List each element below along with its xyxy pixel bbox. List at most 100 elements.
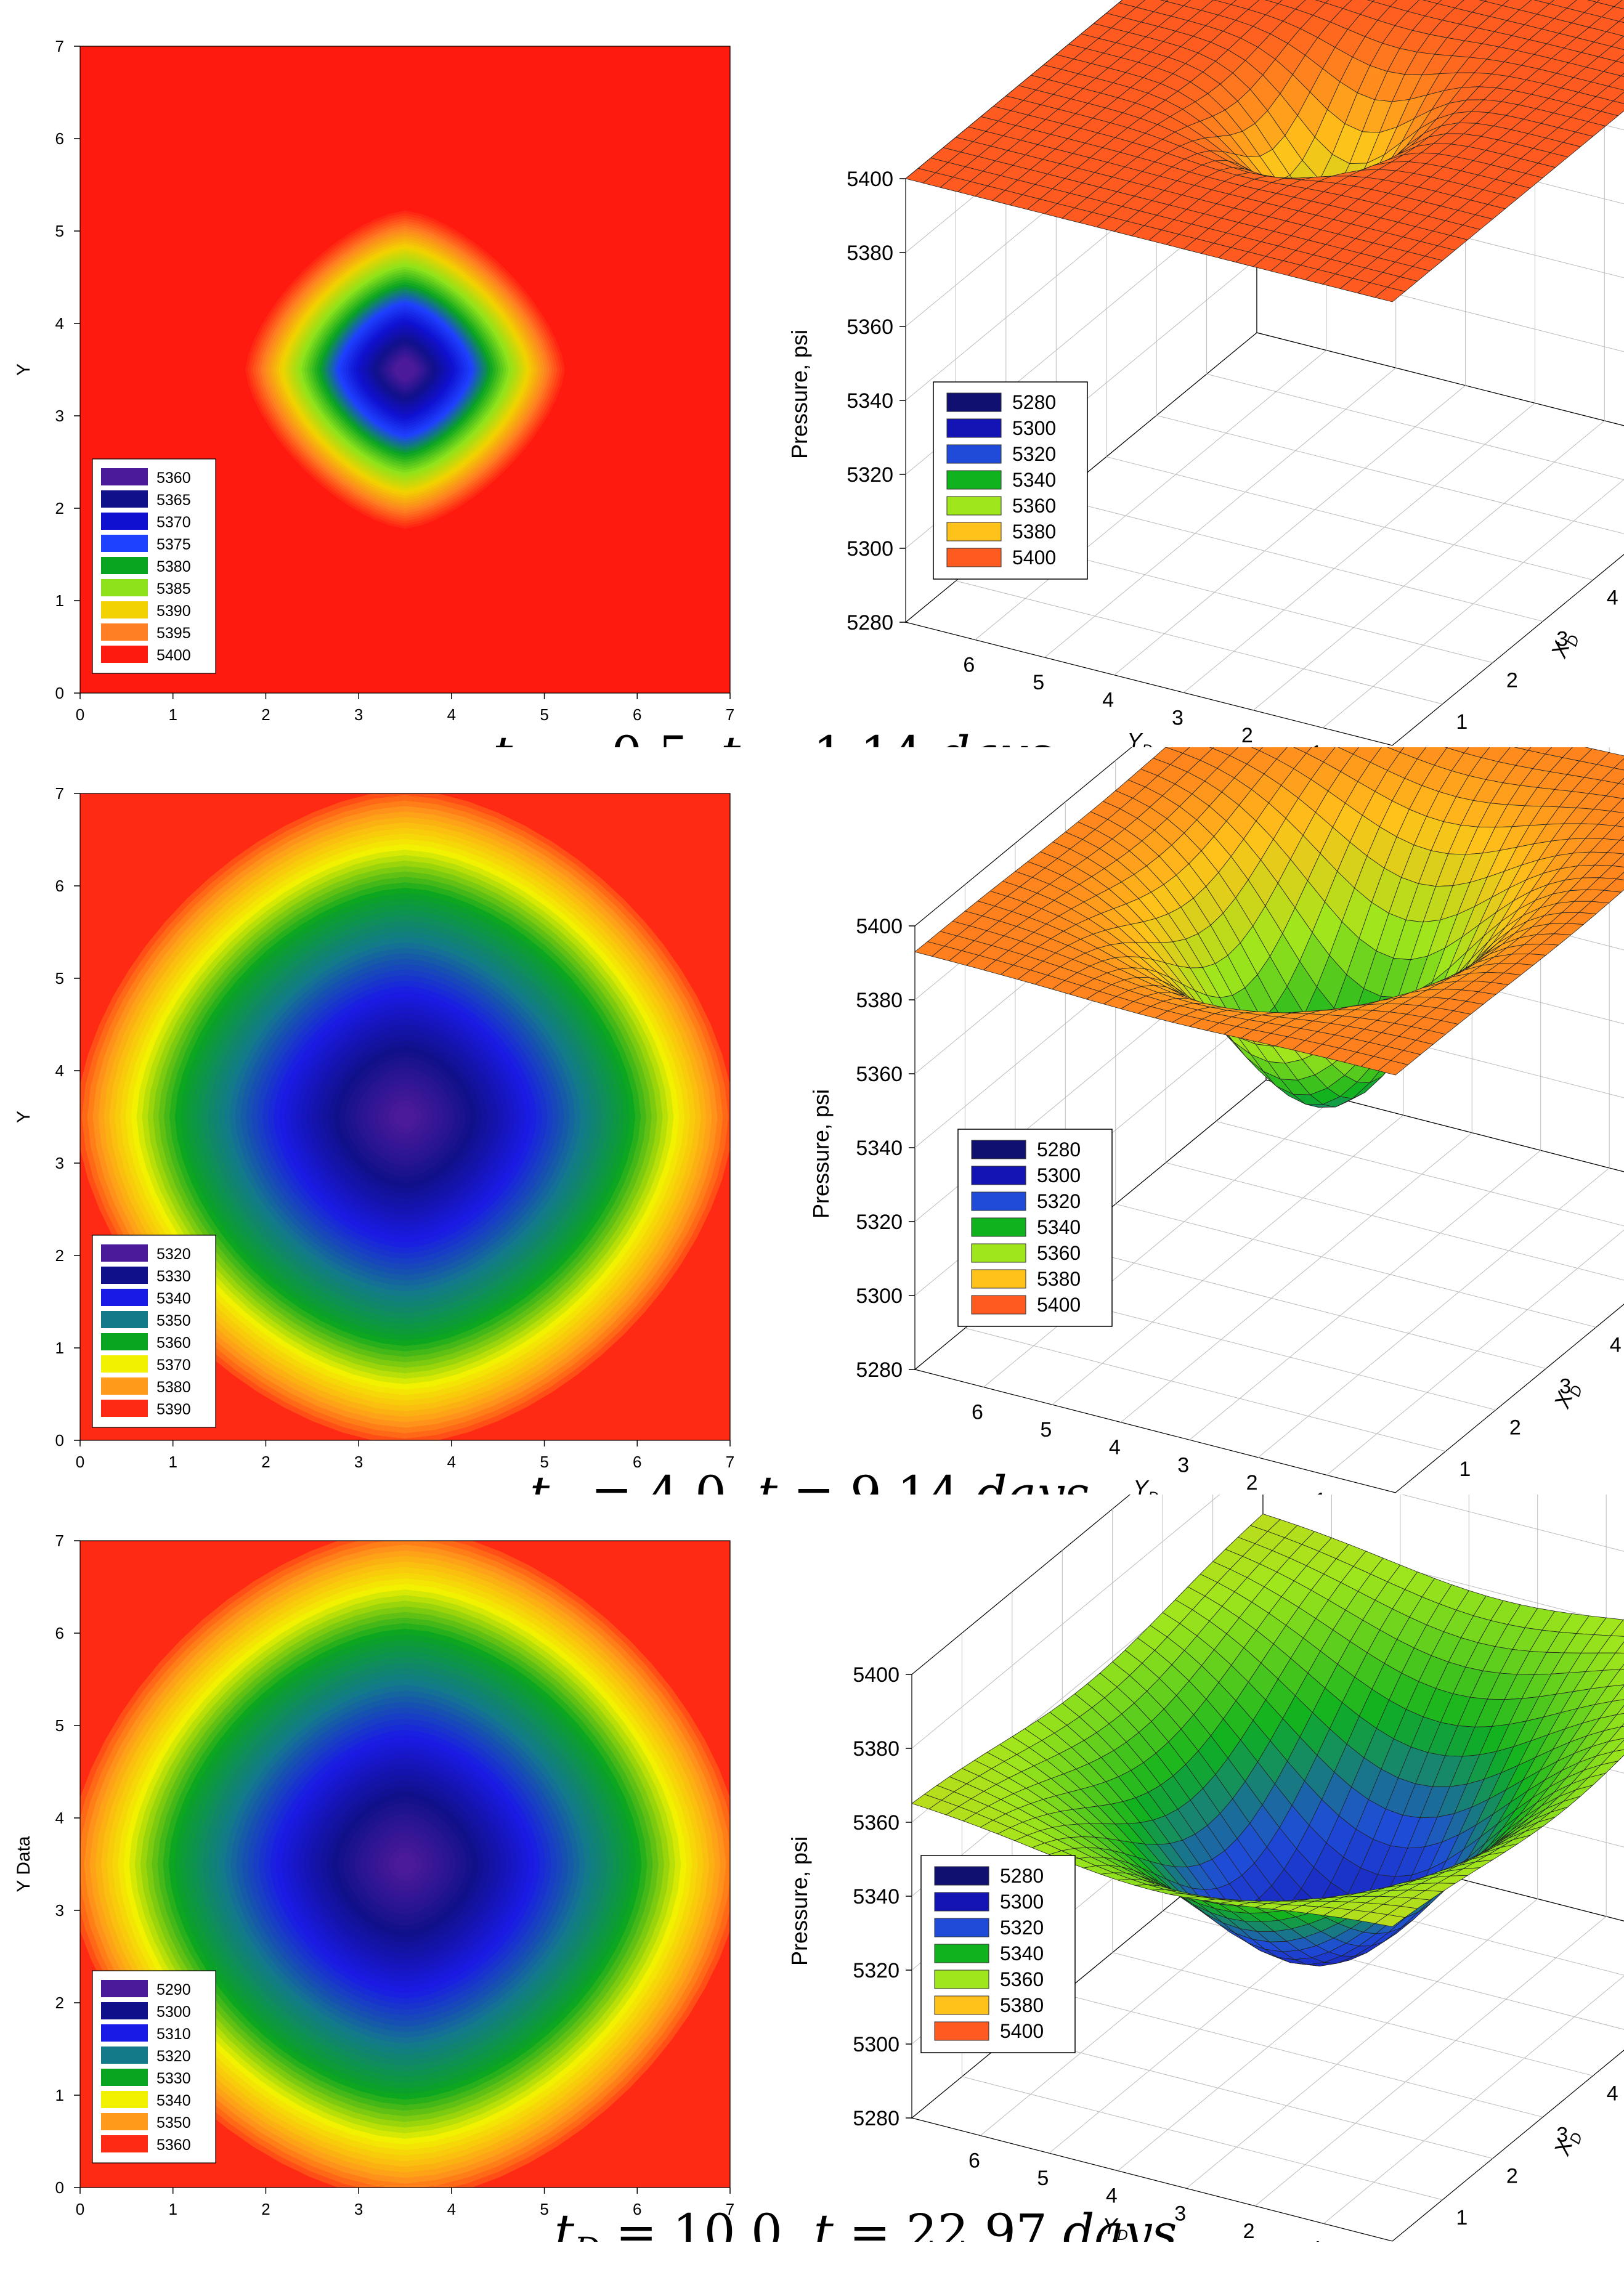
caption-time-value: = 22.97 [834,2204,1063,2242]
surface-cell [1618,777,1624,785]
legend-label: 5320 [1037,1190,1081,1212]
grid-line [1065,1245,1546,1369]
grid-line [1253,420,1605,711]
legend-swatch [946,470,1002,490]
legend-box [92,1970,216,2164]
legend-label: 5320 [156,2048,191,2065]
yd-axis-label: YD [1127,728,1152,747]
legend-label: 5320 [1012,443,1056,465]
legend-swatch [101,1267,148,1284]
y-tick-label: 2 [55,1994,64,2012]
yd-tick-label: 5 [1033,671,1044,694]
panel-svg: 0 1 2 3 4 5 6 7 0 1 2 3 4 5 6 7 X Data Y Data 5290 5300 5310… [14,1495,1624,2242]
legend-label: 5340 [1012,469,1056,491]
caption-unit: days [938,726,1052,747]
y-tick-label: 0 [55,2178,64,2197]
contour-area [80,1541,730,2188]
panel-caption: tD = 10.0, t = 22.97 days [554,2204,1177,2242]
legend-swatch [946,392,1002,412]
panel-td-0-5: 0123456701234567XY5360536553705375538053… [0,0,1624,747]
legend-label: 5385 [156,580,191,598]
contour-plot: 0 1 2 3 4 5 6 7 0 1 2 3 4 5 6 7 X Data Y Data 5290 5300 5310… [14,1531,734,2242]
surface-cell [1614,0,1624,10]
panel-svg: 0123456701234567XY5320533053405350536053… [14,747,1624,1495]
legend-swatch [101,1244,148,1262]
z-axis-label: Pressure, psi [787,1836,812,1966]
surface-mesh [911,1514,1624,1966]
surface-cell [1618,17,1624,23]
yd-tick-label: 2 [1246,1471,1258,1495]
panel-td-10-0: 0 1 2 3 4 5 6 7 0 1 2 3 4 5 6 7 X Data Y Data 5290 5300 5310… [0,1495,1624,2242]
legend-label: 5380 [156,1379,191,1396]
x-tick-label: 0 [76,2200,84,2218]
legend-swatch [101,1289,148,1306]
grid-line [1206,373,1624,481]
xd-axis-sub: D [1567,2130,1586,2146]
y-tick-label: 3 [55,1154,64,1172]
grid-line [1115,1203,1596,1328]
yd-tick-label: 6 [963,654,975,677]
x-tick-label: 3 [354,2200,363,2218]
legend-label: 5370 [156,1357,191,1374]
contour-band-center [394,1106,416,1128]
legend-label: 5340 [1000,1942,1044,1965]
legend-label: 5400 [1000,2020,1044,2042]
legend-swatch [101,2069,148,2086]
x-axis-label: X [399,1492,411,1495]
surface-legend: 5280 5300 5320 5340 5360 5380 5400 [957,1129,1113,1327]
surface-plot: 5280 5300 5320 5340 5360 5380 5400 Pressure, ps… [787,0,1624,747]
legend-swatch [101,1333,148,1350]
y-tick-label: 1 [55,591,64,610]
yd-tick-label: 4 [1109,1436,1121,1459]
x-tick-label: 5 [540,705,548,724]
grid-line [1183,402,1535,693]
contour-plot: 0123456701234567XY5320533053405350536053… [14,784,734,1495]
caption-unit: days [1063,2204,1177,2242]
z-tick-label: 5320 [853,1959,899,1982]
legend-swatch [934,1969,989,1989]
legend-label: 5370 [156,514,191,531]
z-tick-label: 5360 [856,1063,903,1086]
xd-tick-label: 3 [1556,628,1568,651]
legend-label: 5395 [156,625,191,642]
grid-line [956,580,1443,705]
x-tick-label: 7 [726,2200,734,2218]
legend-label: 5290 [156,1981,191,1998]
grid-line [1166,1162,1624,1281]
legend-label: 5350 [156,2114,191,2132]
x-tick-label: 0 [76,1453,84,1471]
yd-tick-label: 3 [1177,1453,1189,1477]
contour-frame [79,46,731,694]
legend-swatch [946,548,1002,567]
legend-label: 5390 [156,602,191,620]
legend-label: 5360 [1012,495,1056,517]
legend-label: 5365 [156,492,191,509]
x-tick-label: 2 [261,2200,270,2218]
legend-swatch [101,2024,148,2042]
y-tick-label: 7 [55,37,64,55]
xd-axis-sub: D [1567,1383,1586,1399]
caption-t: t [814,2204,834,2242]
xd-tick-label: 2 [1506,2165,1518,2188]
x-tick-label: 0 [76,705,84,724]
legend-swatch [101,601,148,619]
legend-label: 5360 [156,2136,191,2154]
legend-swatch [101,579,148,596]
z-tick-label: 5300 [856,1284,903,1308]
legend-label: 5300 [1012,417,1056,439]
y-tick-label: 2 [55,1246,64,1265]
yd-tick-label: 4 [1106,2184,1118,2208]
legend-swatch [971,1217,1026,1237]
contour-band-center [394,359,416,381]
x-tick-label: 7 [726,1453,734,1471]
y-tick-label: 6 [55,877,64,895]
y-tick-label: 4 [55,1061,64,1080]
y-tick-label: 0 [55,1431,64,1450]
legend-label: 5340 [156,2092,191,2109]
grid-line [1106,456,1593,580]
yd-axis-sub: D [1117,2227,1127,2242]
x-tick-label: 1 [168,705,177,724]
legend-label: 5300 [1000,1891,1044,1913]
surface-cell [1374,286,1406,302]
yd-tick-label: 6 [968,2149,980,2173]
